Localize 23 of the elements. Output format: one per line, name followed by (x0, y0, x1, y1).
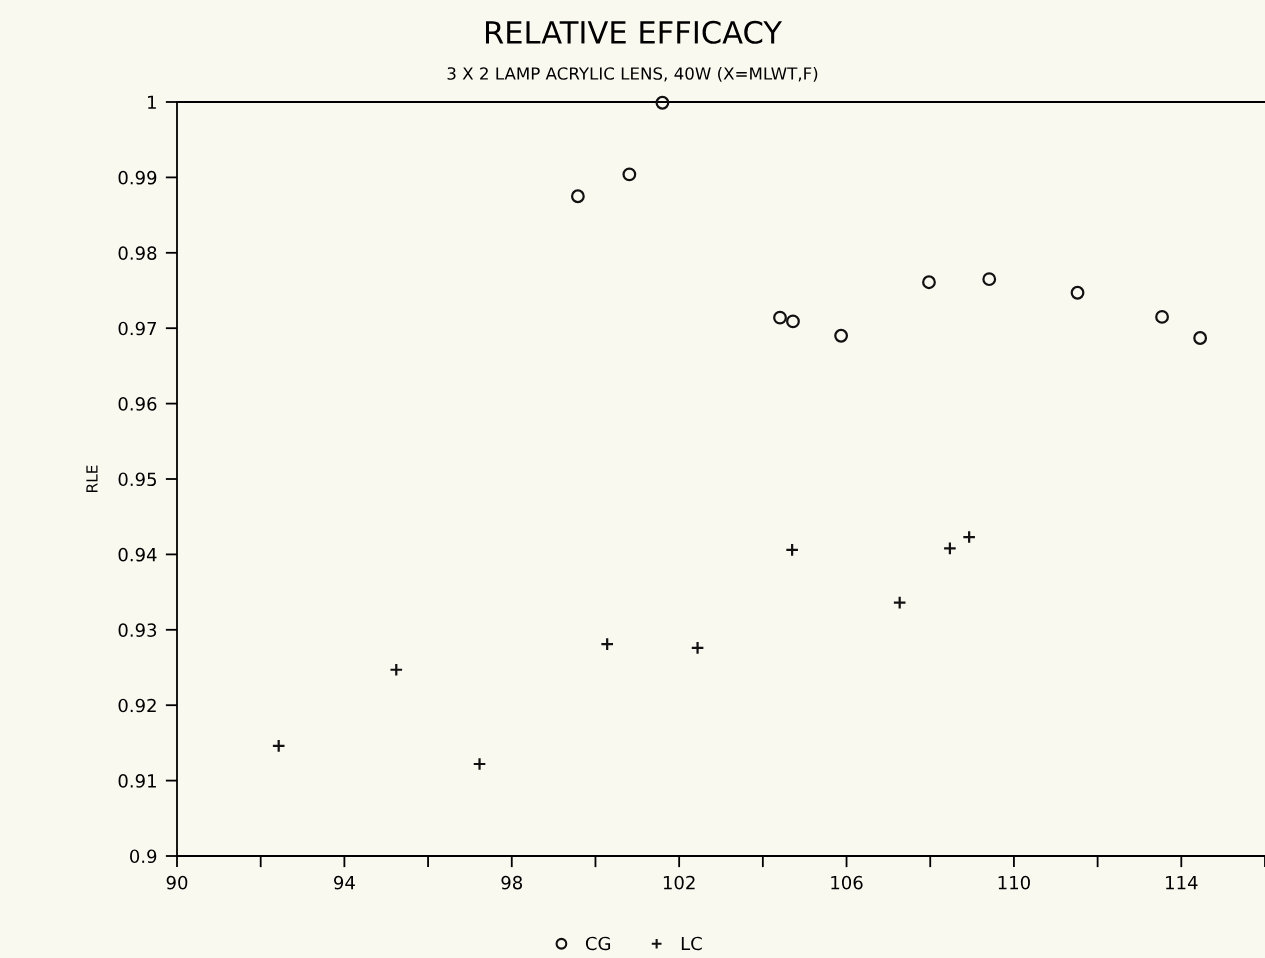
y-tick-label: 0.91 (118, 774, 156, 788)
x-tick-label: 106 (831, 875, 863, 890)
y-tick-label: 0.93 (118, 623, 157, 637)
chart-subtitle: 3 X 2 LAMP ACRYLIC LENS, 40W (X=MLWT,F) (447, 66, 818, 82)
legend-label: LC (681, 936, 702, 951)
y-tick-label: 0.95 (118, 472, 156, 487)
x-tick-label: 94 (334, 875, 355, 890)
y-tick-label: 0.94 (118, 547, 157, 562)
x-tick-label: 110 (998, 875, 1030, 890)
y-tick-label: 0.97 (118, 321, 157, 336)
x-tick-label: 102 (663, 875, 695, 890)
y-tick-label: 0.99 (118, 170, 157, 185)
x-tick-label: 98 (501, 875, 523, 890)
x-tick-label: 90 (166, 875, 188, 890)
y-tick-label: 0.9 (130, 849, 157, 864)
y-axis-title: RLE (86, 465, 98, 492)
x-tick-label: 114 (1166, 876, 1198, 890)
y-tick-label: 0.92 (118, 698, 156, 713)
y-tick-label: 1 (148, 95, 156, 109)
legend-label: CG (585, 936, 611, 951)
y-tick-label: 0.98 (118, 246, 157, 260)
chart-title: RELATIVE EFFICACY (485, 20, 783, 44)
y-tick-label: 0.96 (118, 397, 157, 411)
